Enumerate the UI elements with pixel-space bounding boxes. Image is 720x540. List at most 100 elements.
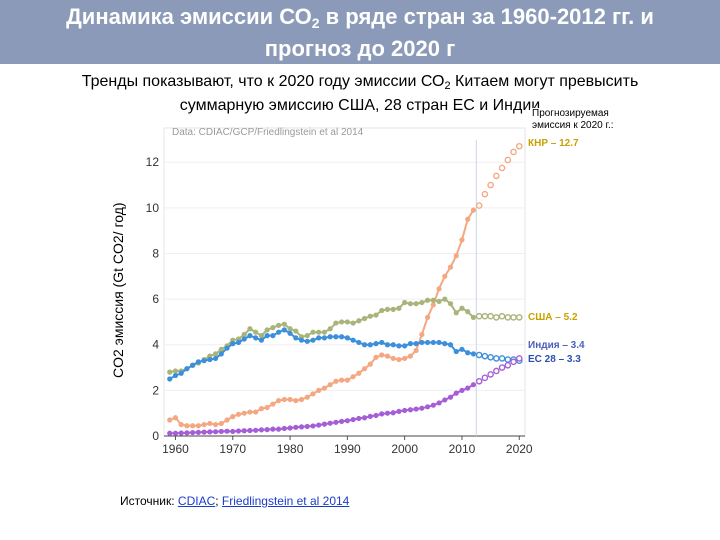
data-point <box>459 305 465 311</box>
data-point <box>333 419 339 425</box>
data-point <box>264 327 270 333</box>
projection-legend-header: Прогнозируемая эмиссия к 2020 г.: <box>530 108 634 132</box>
data-point <box>361 342 368 348</box>
data-point <box>465 350 471 356</box>
data-point <box>207 356 213 363</box>
data-point <box>327 382 333 388</box>
data-point <box>327 420 333 426</box>
data-point <box>384 306 391 312</box>
data-point <box>293 424 299 430</box>
data-point <box>361 366 368 372</box>
data-point <box>470 207 477 213</box>
data-point <box>396 305 402 311</box>
data-point <box>172 415 179 421</box>
data-point <box>356 318 362 324</box>
data-point <box>396 343 402 349</box>
data-point <box>316 329 322 335</box>
data-point <box>287 330 293 336</box>
data-point <box>442 273 448 279</box>
projection-point <box>481 374 489 382</box>
data-point <box>470 351 477 357</box>
data-point <box>212 421 219 428</box>
data-point <box>430 402 436 408</box>
data-point <box>241 428 247 434</box>
projection-point <box>487 312 494 320</box>
data-point <box>344 418 350 424</box>
projection-point <box>475 312 483 320</box>
chart-caption: Data: CDIAC/GCP/Friedlingstein et al 201… <box>172 127 364 138</box>
data-point <box>293 328 299 334</box>
data-point <box>235 411 242 417</box>
data-point <box>470 314 477 320</box>
projection-point <box>510 358 517 366</box>
data-point <box>190 362 196 368</box>
projection-point <box>510 148 517 156</box>
data-point <box>447 342 454 348</box>
projection-point <box>515 355 523 362</box>
projection-point <box>504 156 512 164</box>
data-point <box>316 387 322 393</box>
data-point <box>264 427 270 433</box>
data-point <box>218 428 224 435</box>
data-point <box>442 341 448 347</box>
projection-point <box>515 314 523 321</box>
data-point <box>453 390 459 396</box>
data-point <box>350 374 356 380</box>
label-usa: США – 5.2 <box>528 312 578 323</box>
data-point <box>235 339 242 346</box>
data-point <box>287 396 293 403</box>
source-link-friedlingstein[interactable]: Friedlingstein et al 2014 <box>221 494 350 508</box>
x-tick-label: 1970 <box>219 442 246 456</box>
data-point <box>253 335 259 341</box>
data-point <box>247 333 253 339</box>
data-point <box>281 321 287 327</box>
data-point <box>195 423 201 429</box>
data-point <box>258 427 265 433</box>
data-point <box>390 342 396 348</box>
data-point <box>361 315 368 322</box>
source-link-cdiac[interactable]: CDIAC <box>177 494 216 508</box>
data-point <box>172 368 179 374</box>
data-point <box>310 391 316 397</box>
data-point <box>195 359 201 365</box>
data-point <box>304 423 310 430</box>
data-point <box>190 423 196 429</box>
data-point <box>247 409 253 415</box>
data-point <box>384 410 391 416</box>
y-tick-label: 10 <box>146 201 160 215</box>
data-point <box>207 429 213 435</box>
data-point <box>436 286 442 292</box>
y-tick-label: 12 <box>146 155 160 169</box>
data-point <box>281 327 287 333</box>
label-india: Индия – 3.4 <box>528 340 585 351</box>
data-point <box>258 337 265 343</box>
projection-point <box>481 312 489 320</box>
label-eu28: ЕС 28 – 3.3 <box>528 354 581 365</box>
data-point <box>339 334 345 340</box>
x-tick-label: 2000 <box>391 442 418 456</box>
data-point <box>184 423 190 429</box>
projection-point <box>510 314 517 321</box>
projection-point <box>475 351 483 359</box>
data-point <box>270 426 276 432</box>
data-point <box>390 355 396 362</box>
data-point <box>430 339 436 346</box>
data-point <box>167 369 173 375</box>
data-point <box>384 342 391 348</box>
slide-title: Динамика эмиссии СО2 в ряде стран за 196… <box>0 0 720 64</box>
projection-point <box>493 355 500 362</box>
data-point <box>413 347 419 354</box>
data-point <box>321 335 328 341</box>
data-point <box>424 339 431 346</box>
source-note: Источник: CDIAC; Friedlingstein et al 20… <box>120 494 350 508</box>
data-point <box>178 430 184 436</box>
data-point <box>373 312 379 318</box>
data-point <box>356 415 362 422</box>
data-point <box>253 427 259 433</box>
data-point <box>230 428 236 435</box>
data-point <box>447 301 454 307</box>
projection-point <box>475 202 483 209</box>
data-point <box>218 351 224 357</box>
data-point <box>339 319 345 325</box>
data-point <box>465 216 471 222</box>
